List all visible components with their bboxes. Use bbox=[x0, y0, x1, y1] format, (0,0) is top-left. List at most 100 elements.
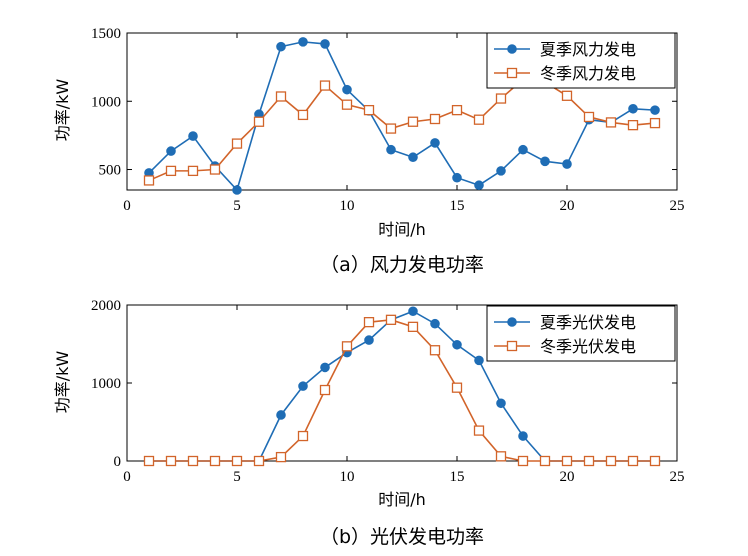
wind-winter-point bbox=[583, 111, 595, 123]
solar-legend-summer-marker bbox=[507, 317, 517, 327]
wind-legend: 夏季风力发电 冬季风力发电 bbox=[486, 32, 676, 89]
solar-xtick-label: 15 bbox=[450, 469, 465, 485]
solar-winter-point bbox=[209, 455, 221, 467]
wind-xlabel: 时间/h bbox=[378, 220, 426, 239]
wind-caption: （a）风力发电功率 bbox=[320, 254, 484, 276]
solar-ylabel: 功率/kW bbox=[53, 351, 72, 414]
solar-winter-point bbox=[407, 321, 419, 332]
solar-winter-point bbox=[143, 455, 155, 467]
wind-summer-point bbox=[518, 144, 528, 155]
solar-winter-point bbox=[429, 345, 441, 356]
wind-summer-point bbox=[628, 103, 638, 114]
wind-winter-point bbox=[297, 109, 309, 121]
wind-winter-point bbox=[253, 116, 265, 127]
solar-summer-point bbox=[452, 339, 462, 350]
solar-winter-point bbox=[275, 451, 287, 463]
wind-winter-point bbox=[209, 164, 221, 175]
wind-ytick-label: 1000 bbox=[91, 94, 121, 110]
wind-ylabel: 功率/kW bbox=[53, 79, 72, 142]
wind-winter-point bbox=[451, 104, 463, 116]
solar-xtick-label: 10 bbox=[340, 469, 355, 485]
wind-xtick-label: 20 bbox=[560, 198, 575, 214]
solar-legend: 夏季光伏发电 冬季光伏发电 bbox=[486, 305, 676, 362]
solar-winter-point bbox=[605, 455, 617, 467]
solar-winter-point bbox=[165, 455, 177, 467]
wind-xtick-label: 15 bbox=[450, 198, 465, 214]
wind-summer-line bbox=[148, 41, 656, 192]
solar-winter-point bbox=[319, 384, 331, 396]
wind-winter-line bbox=[148, 78, 656, 182]
solar-ytick-label: 1000 bbox=[91, 376, 121, 392]
solar-summer-point bbox=[474, 355, 484, 366]
wind-summer-point bbox=[188, 131, 198, 141]
solar-ytick-label: 0 bbox=[114, 454, 122, 470]
solar-legend-winter-marker bbox=[506, 340, 518, 352]
solar-legend-summer-label: 夏季光伏发电 bbox=[540, 313, 636, 332]
wind-summer-point bbox=[232, 185, 242, 195]
wind-ytick-label: 500 bbox=[99, 163, 122, 179]
wind-winter-point bbox=[143, 175, 155, 186]
solar-winter-point bbox=[473, 425, 485, 436]
solar-summer-point bbox=[276, 410, 286, 420]
solar-winter-point bbox=[583, 455, 595, 467]
solar-winter-point bbox=[187, 455, 199, 467]
wind-xtick-label: 10 bbox=[340, 198, 355, 214]
wind-legend-winter-marker bbox=[506, 67, 518, 79]
wind-winter-point bbox=[363, 104, 375, 116]
wind-winter-point bbox=[319, 80, 331, 91]
wind-summer-point bbox=[386, 144, 396, 155]
wind-summer-point bbox=[430, 138, 440, 148]
wind-xtick-label: 5 bbox=[233, 198, 241, 214]
wind-summer-point bbox=[496, 166, 506, 176]
wind-winter-point bbox=[561, 90, 573, 101]
wind-winter-point bbox=[627, 120, 639, 131]
solar-winter-point bbox=[451, 382, 463, 393]
wind-summer-point bbox=[650, 105, 660, 115]
wind-winter-point bbox=[407, 116, 419, 127]
solar-xtick-label: 5 bbox=[233, 469, 241, 485]
wind-winter-point bbox=[473, 114, 485, 125]
solar-summer-point bbox=[320, 362, 330, 373]
wind-summer-point bbox=[298, 37, 308, 47]
wind-winter-point bbox=[495, 93, 507, 104]
wind-summer-point bbox=[452, 172, 462, 183]
wind-summer-point bbox=[320, 39, 330, 49]
wind-power-chart: 0 5 10 15 20 25 500 1000 1500 时间/h 功率/kW （a）风力发电… bbox=[53, 26, 685, 276]
wind-summer-point bbox=[342, 84, 352, 95]
wind-legend-winter-label: 冬季风力发电 bbox=[540, 64, 636, 83]
wind-summer-point bbox=[276, 41, 286, 52]
wind-winter-point bbox=[605, 117, 617, 128]
solar-xtick-label: 20 bbox=[560, 469, 575, 485]
solar-summer-point bbox=[364, 335, 374, 345]
solar-winter-point bbox=[363, 317, 375, 328]
solar-summer-point bbox=[496, 398, 506, 409]
solar-summer-point bbox=[408, 306, 418, 317]
solar-ytick-label: 2000 bbox=[91, 298, 121, 314]
wind-summer-point bbox=[540, 156, 550, 167]
wind-summer-point bbox=[166, 146, 176, 156]
wind-xtick-label: 25 bbox=[670, 198, 685, 214]
solar-winter-point bbox=[517, 455, 529, 467]
solar-winter-point bbox=[253, 455, 265, 467]
solar-winter-point bbox=[539, 455, 551, 467]
wind-plot-area: 0 5 10 15 20 25 500 1000 1500 bbox=[91, 26, 685, 214]
wind-summer-point bbox=[474, 180, 484, 191]
wind-winter-point bbox=[429, 113, 441, 125]
solar-caption: （b）光伏发电功率 bbox=[320, 526, 484, 548]
solar-legend-winter-label: 冬季光伏发电 bbox=[540, 337, 636, 356]
wind-legend-summer-marker bbox=[507, 44, 517, 54]
wind-winter-point bbox=[649, 117, 661, 129]
solar-winter-point bbox=[297, 430, 309, 442]
wind-summer-point bbox=[562, 159, 572, 169]
wind-winter-point bbox=[275, 91, 287, 102]
solar-winter-point bbox=[231, 455, 243, 467]
solar-plot-area: 0 5 10 15 20 25 0 1000 2000 bbox=[91, 298, 685, 485]
solar-power-chart: 0 5 10 15 20 25 0 1000 2000 时间/h 功率/kW （b）光伏发电功率… bbox=[53, 298, 685, 548]
solar-winter-point bbox=[561, 455, 573, 467]
solar-summer-point bbox=[430, 318, 440, 329]
wind-winter-point bbox=[385, 123, 397, 134]
wind-axes-frame bbox=[126, 32, 678, 191]
wind-winter-point bbox=[231, 138, 243, 149]
solar-winter-point bbox=[649, 455, 661, 467]
